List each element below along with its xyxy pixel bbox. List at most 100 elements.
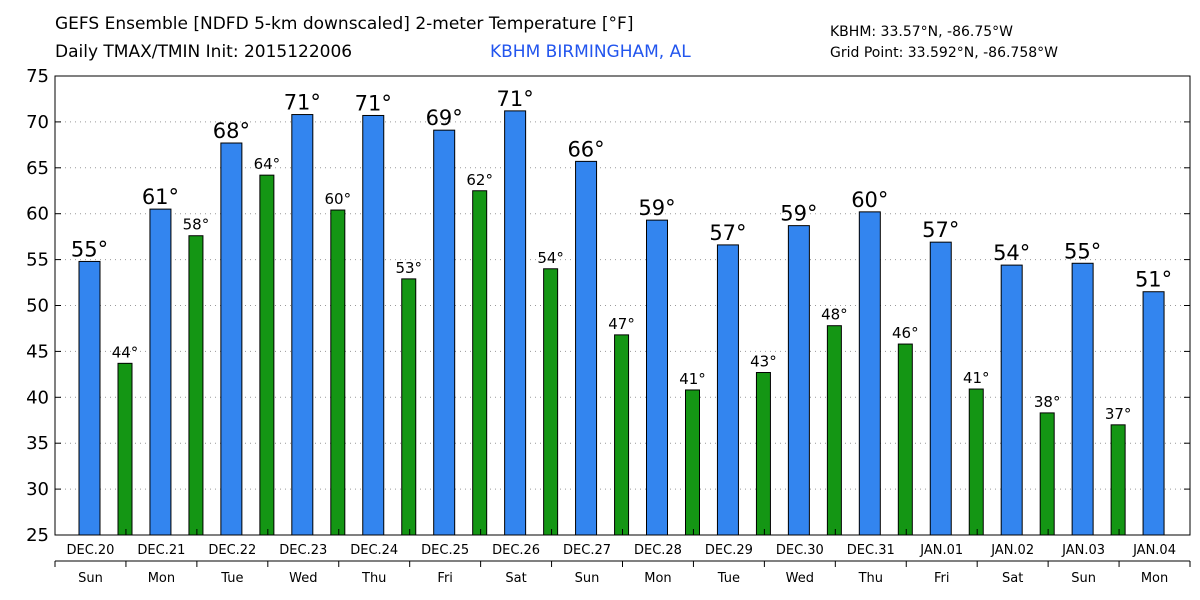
y-tick-label: 25 — [26, 525, 49, 546]
tmax-label: 60° — [851, 188, 888, 212]
tmin-bar — [755, 372, 771, 536]
x-date-label: DEC.29 — [705, 543, 753, 558]
tmin-bar — [401, 278, 417, 536]
x-weekday-label: Wed — [786, 571, 814, 586]
tmax-bar — [291, 114, 314, 536]
tmin-bar — [685, 389, 700, 536]
tmin-bar — [1039, 412, 1055, 536]
x-date-label: JAN.03 — [1061, 543, 1105, 558]
x-date-label: DEC.24 — [350, 543, 398, 558]
tmax-label: 69° — [426, 106, 463, 130]
tmax-bar — [716, 244, 739, 536]
y-tick-label: 70 — [26, 112, 49, 133]
tmin-label: 53° — [395, 259, 422, 277]
tmax-label: 57° — [709, 221, 746, 245]
value-labels: 55° 44° 61°58° 68°64° 71° 60° 71° 53° 69° 62° 71° 5… — [71, 87, 1172, 423]
x-weekday-label: Sun — [575, 571, 600, 586]
tmin-bar — [968, 388, 984, 536]
tmin-bar — [1110, 424, 1126, 536]
tmax-label: 71° — [284, 91, 321, 115]
tmin-bar — [472, 190, 488, 536]
tmax-bar — [646, 219, 668, 536]
tmin-label: 43° — [750, 353, 777, 371]
tmax-label: 57° — [922, 218, 959, 242]
tmin-bar — [614, 334, 630, 536]
tmin-bar — [543, 268, 559, 536]
tmax-bar — [78, 260, 101, 536]
x-weekday-label: Wed — [289, 571, 317, 586]
tmin-label: 46° — [892, 324, 919, 342]
x-weekday-label: Tue — [220, 571, 243, 586]
tmax-label: 54° — [993, 241, 1030, 265]
tmax-label: 66° — [567, 137, 604, 161]
x-weekday-label: Mon — [1141, 571, 1168, 586]
tmax-label: 71° — [355, 91, 392, 115]
tmax-bar — [929, 241, 952, 536]
tmin-label: 47° — [608, 315, 635, 333]
tmin-label: 64° — [254, 155, 281, 173]
y-tick-label: 75 — [26, 66, 49, 87]
tmax-bar — [575, 160, 598, 536]
tmax-bar — [362, 114, 385, 536]
x-date-label: DEC.31 — [847, 543, 895, 558]
tmin-bar — [330, 209, 346, 536]
tmax-label: 55° — [1064, 239, 1101, 263]
x-date-label: JAN.01 — [919, 543, 963, 558]
tmax-label: 55° — [71, 237, 108, 261]
tmax-bar — [1000, 264, 1023, 536]
tmin-bar — [897, 343, 913, 536]
grid-point-coordinates: Grid Point: 33.592°N, -86.758°W — [830, 45, 1058, 61]
tmin-bar — [826, 325, 842, 536]
x-date-label: JAN.04 — [1132, 543, 1176, 558]
x-weekday-label: Sat — [1002, 571, 1023, 586]
tmax-bar — [220, 142, 243, 536]
x-date-label: DEC.21 — [137, 543, 185, 558]
tmax-label: 59° — [638, 196, 675, 220]
tmin-label: 38° — [1034, 393, 1061, 411]
tmin-label: 48° — [821, 306, 848, 324]
x-weekday-label: Mon — [644, 571, 671, 586]
tmax-bar — [1071, 262, 1094, 536]
axes: 25 30 35 40 45 50 55 60 65 70 75 DEC.20 Sun DEC.21 Mon… — [26, 66, 1191, 586]
y-tick-label: 50 — [26, 296, 49, 317]
tmax-label: 51° — [1135, 268, 1172, 292]
tmax-label: 61° — [142, 185, 179, 209]
tmax-bar — [858, 211, 881, 536]
y-tick-label: 45 — [26, 341, 49, 362]
tmax-bar — [1142, 291, 1165, 536]
x-weekday-label: Sun — [1071, 571, 1096, 586]
tmin-bar — [188, 235, 204, 536]
x-weekday-label: Tue — [717, 571, 740, 586]
tmin-label: 54° — [537, 249, 564, 267]
tmin-label: 44° — [112, 343, 139, 361]
tmin-label: 37° — [1105, 405, 1132, 423]
x-date-label: DEC.27 — [563, 543, 611, 558]
x-date-label: DEC.25 — [421, 543, 469, 558]
y-tick-label: 35 — [26, 433, 49, 454]
chart-title: GEFS Ensemble [NDFD 5-km downscaled] 2-m… — [55, 14, 634, 34]
tmax-label: 68° — [213, 119, 250, 143]
x-date-label: DEC.26 — [492, 543, 540, 558]
tmin-label: 62° — [466, 171, 493, 189]
x-date-label: DEC.23 — [279, 543, 327, 558]
x-date-label: JAN.02 — [990, 543, 1034, 558]
tmax-label: 59° — [780, 202, 817, 226]
tmin-label: 41° — [963, 369, 990, 387]
tmax-label: 71° — [497, 87, 534, 111]
tmin-label: 41° — [679, 370, 706, 388]
tmax-bar — [504, 110, 527, 536]
x-weekday-label: Fri — [934, 571, 950, 586]
station-coordinates: KBHM: 33.57°N, -86.75°W — [830, 24, 1013, 40]
x-weekday-label: Sun — [78, 571, 103, 586]
x-date-label: DEC.28 — [634, 543, 682, 558]
y-tick-label: 65 — [26, 158, 49, 179]
tmax-bar — [149, 208, 172, 536]
x-weekday-label: Mon — [148, 571, 175, 586]
y-tick-label: 40 — [26, 387, 49, 408]
tmax-bar — [787, 225, 810, 536]
x-date-label: DEC.20 — [66, 543, 114, 558]
bars — [78, 110, 1165, 536]
x-date-label: DEC.22 — [208, 543, 256, 558]
tmin-bar — [259, 174, 275, 536]
